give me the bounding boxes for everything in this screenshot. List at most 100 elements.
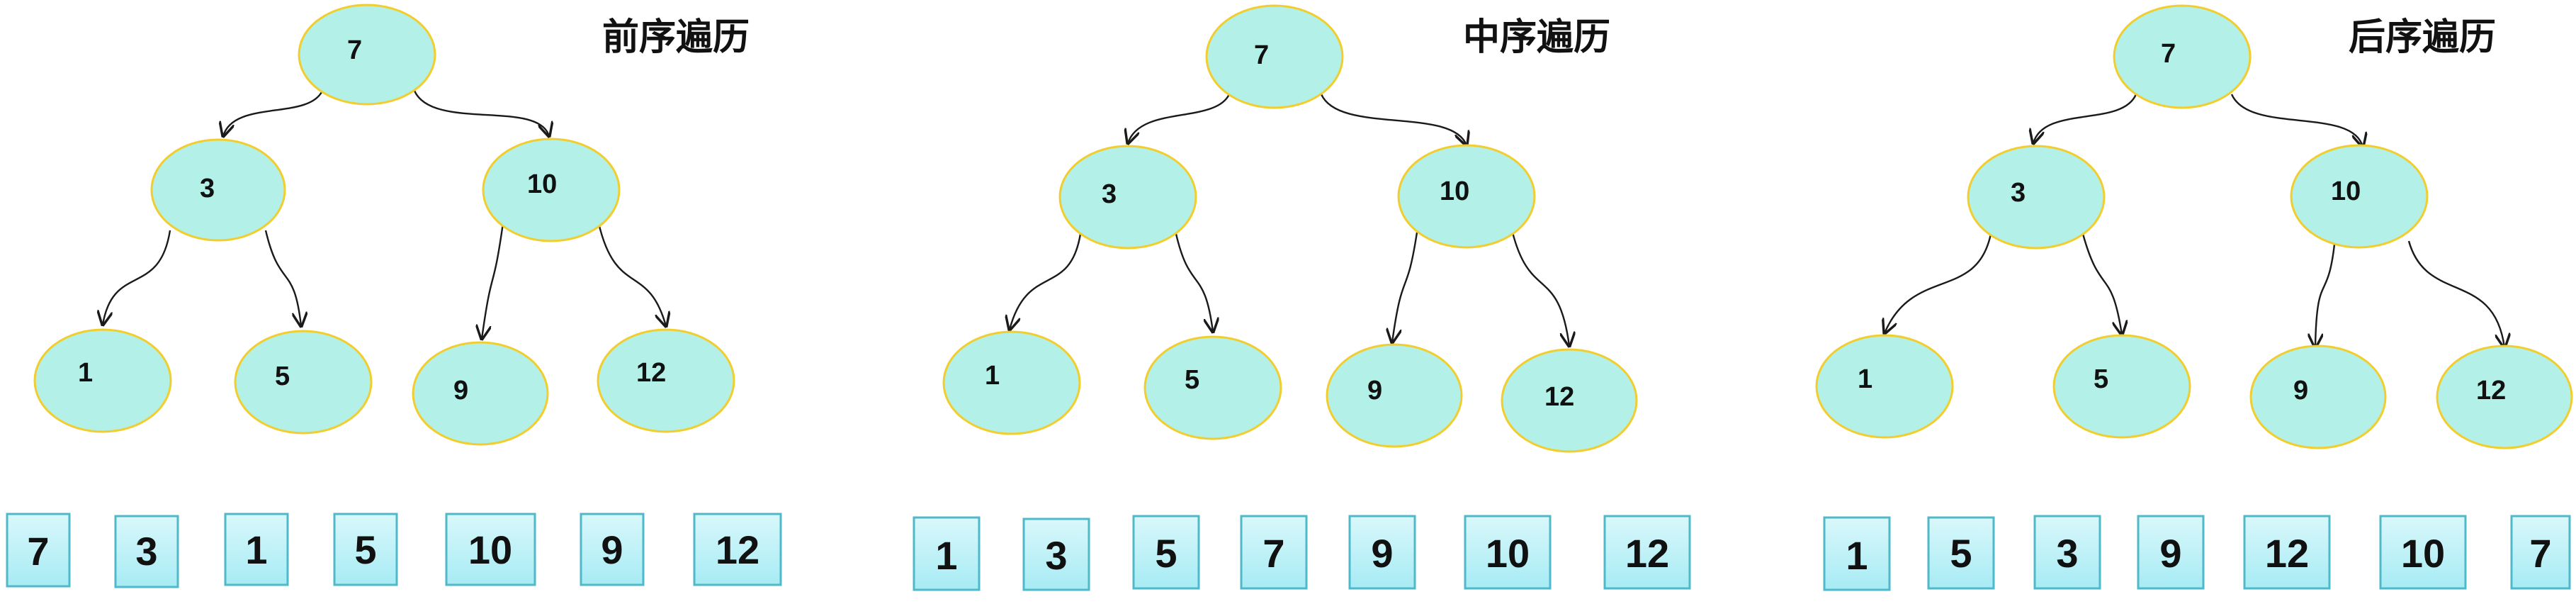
svg-text:3: 3 (1102, 179, 1117, 209)
tree-node: 5 (2052, 334, 2191, 439)
sequence-item: 1 (1823, 516, 1891, 591)
panel-inorder: 中序遍历 7 3 10 1 5 (913, 4, 1691, 591)
sequence-item: 1 (913, 516, 981, 591)
svg-text:5: 5 (2094, 364, 2108, 394)
tree-node: 7 (298, 4, 436, 106)
sequence-row: 1 5 3 9 12 10 (1823, 515, 2571, 591)
svg-text:7: 7 (1262, 531, 1284, 576)
svg-text:9: 9 (601, 527, 623, 572)
svg-text:5: 5 (354, 527, 376, 572)
panel-title: 中序遍历 (1463, 16, 1610, 59)
svg-text:1: 1 (78, 358, 93, 388)
svg-text:12: 12 (716, 527, 759, 572)
svg-text:12: 12 (2265, 531, 2309, 576)
sequence-item: 12 (2243, 515, 2331, 590)
svg-text:7: 7 (1254, 40, 1269, 70)
svg-text:9: 9 (2293, 376, 2308, 406)
tree-node: 10 (1397, 144, 1536, 249)
svg-text:1: 1 (245, 527, 267, 572)
tree-node: 1 (33, 328, 172, 433)
panel-title: 后序遍历 (2349, 16, 2496, 59)
edge-7-3 (2033, 94, 2137, 143)
edge-7-10 (1320, 94, 1467, 145)
sequence-item: 9 (580, 513, 645, 586)
sequence-item: 5 (1927, 516, 1995, 590)
edge-3-5 (2081, 233, 2122, 335)
tree-node: 3 (1058, 145, 1197, 250)
svg-text:1: 1 (985, 361, 1000, 391)
tree-node: 9 (2249, 345, 2387, 449)
tree-node: 7 (1205, 4, 1344, 109)
svg-text:9: 9 (453, 376, 468, 406)
tree-node: 7 (2113, 4, 2252, 109)
edge-3-1 (1010, 233, 1082, 330)
svg-text:7: 7 (347, 35, 362, 65)
sequence-item: 5 (1132, 515, 1200, 590)
edge-3-5 (264, 230, 301, 326)
tree-node: 5 (1143, 335, 1282, 440)
svg-text:12: 12 (636, 358, 666, 388)
edge-10-12 (2407, 240, 2504, 347)
sequence-item: 7 (6, 513, 71, 588)
edge-3-1 (1885, 233, 1992, 333)
tree-node: 12 (2436, 345, 2573, 449)
svg-text:7: 7 (2529, 531, 2551, 576)
svg-text:7: 7 (2161, 39, 2176, 69)
svg-text:1: 1 (1858, 364, 1872, 394)
svg-text:3: 3 (2011, 178, 2026, 208)
tree-node: 1 (942, 330, 1081, 435)
panel-preorder: 前序遍历 7 3 10 1 5 (6, 4, 782, 588)
edge-3-5 (1175, 233, 1213, 332)
svg-text:3: 3 (135, 529, 157, 574)
edge-7-3 (1128, 94, 1231, 143)
edge-10-12 (1511, 232, 1569, 346)
svg-text:12: 12 (1544, 382, 1574, 412)
svg-text:10: 10 (1440, 177, 1469, 206)
tree-node: 10 (2290, 144, 2429, 249)
sequence-item: 3 (114, 515, 179, 588)
svg-text:9: 9 (2159, 531, 2181, 576)
tree-edges (103, 90, 666, 339)
edge-10-9 (1392, 232, 1418, 342)
tree-node: 9 (1326, 343, 1463, 448)
svg-text:10: 10 (1486, 531, 1530, 576)
svg-text:12: 12 (2476, 376, 2506, 406)
svg-text:12: 12 (1625, 531, 1669, 576)
svg-text:3: 3 (200, 174, 215, 203)
tree-edges (1010, 94, 1569, 346)
sequence-item: 3 (2033, 515, 2101, 590)
sequence-item: 3 (1022, 518, 1090, 591)
svg-text:10: 10 (527, 169, 557, 199)
panel-postorder: 后序遍历 7 3 10 1 5 (1815, 4, 2573, 591)
sequence-item: 10 (2379, 515, 2467, 590)
sequence-row: 1 3 5 7 9 10 1 (913, 515, 1691, 591)
tree-node: 9 (412, 341, 549, 446)
sequence-row: 7 3 1 5 10 9 1 (6, 513, 782, 588)
svg-text:3: 3 (2056, 531, 2078, 576)
sequence-item: 12 (693, 513, 782, 586)
edge-10-12 (597, 223, 666, 326)
sequence-item: 10 (1464, 515, 1552, 590)
tree-node: 12 (1501, 348, 1638, 453)
svg-text:1: 1 (1846, 533, 1868, 578)
sequence-item: 1 (224, 513, 289, 586)
tree-node: 12 (597, 328, 735, 433)
sequence-item: 10 (445, 513, 536, 586)
sequence-item: 9 (2137, 515, 2205, 590)
edge-10-9 (2315, 244, 2336, 347)
svg-text:10: 10 (2401, 531, 2445, 576)
svg-text:9: 9 (1371, 531, 1393, 576)
svg-text:3: 3 (1045, 533, 1067, 578)
svg-text:7: 7 (27, 529, 49, 574)
edge-7-3 (223, 90, 324, 136)
edge-10-9 (482, 223, 504, 339)
sequence-item: 12 (1603, 515, 1691, 590)
sequence-item: 5 (333, 513, 398, 586)
edge-7-10 (413, 90, 549, 136)
edge-7-10 (2230, 94, 2363, 147)
sequence-item: 7 (1240, 515, 1308, 590)
edge-3-1 (103, 230, 171, 325)
tree-node: 3 (1967, 145, 2106, 250)
svg-text:10: 10 (468, 527, 512, 572)
